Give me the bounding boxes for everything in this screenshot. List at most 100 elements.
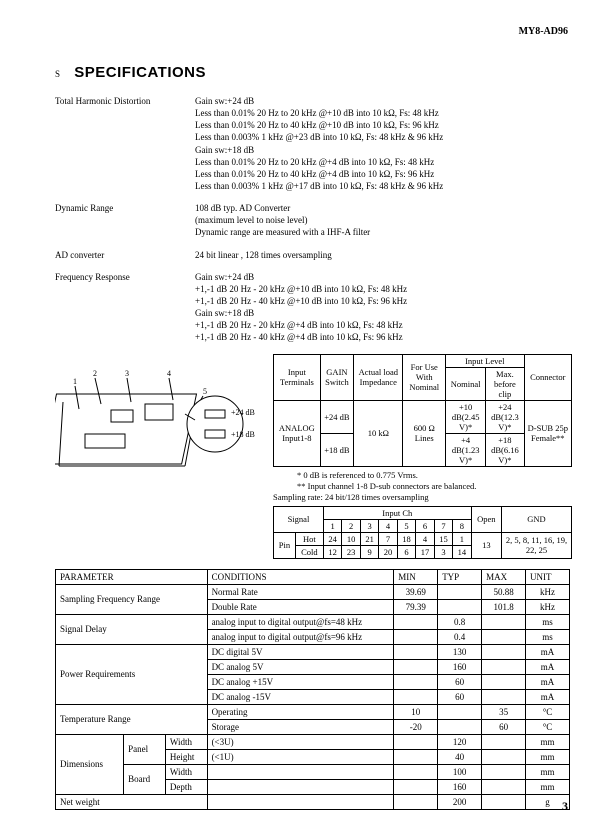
spec-line: Gain sw:+24 dB [195,95,572,107]
td [394,674,438,689]
td: 160 [438,659,482,674]
td: 1 [453,532,471,545]
spec-line: Less than 0.01% 20 Hz to 20 kHz @+4 dB i… [195,156,572,168]
td: 3 [360,519,378,532]
spec-label: AD converter [55,249,195,261]
td: 0.8 [438,614,482,629]
td: 40 [438,749,482,764]
spec-value: Gain sw:+24 dB +1,-1 dB 20 Hz - 20 kHz @… [195,271,572,344]
td [394,794,438,809]
td: mm [526,764,570,779]
th: TYP [438,569,482,584]
td: 7 [434,519,452,532]
td: 18 [397,532,415,545]
td [438,584,482,599]
td: 10 [394,704,438,719]
td [482,689,526,704]
td: +4 dB(1.23 V)* [446,433,486,466]
td: DC digital 5V [207,644,394,659]
td: 60 [482,719,526,734]
spec-line: +1,-1 dB 20 Hz - 40 kHz @+4 dB into 10 k… [195,331,572,343]
td: (<3U) [207,734,394,749]
svg-text:5: 5 [203,387,207,396]
section-title: SPECIFICATIONS [74,64,206,81]
td [482,614,526,629]
td: 10 kΩ [354,400,403,466]
th: Input Ch [323,506,471,519]
td: 12 [323,545,341,558]
td [482,674,526,689]
td: °C [526,719,570,734]
th: Input Level [446,354,525,367]
td: D-SUB 25p Female** [524,400,571,466]
td: ms [526,614,570,629]
td [438,719,482,734]
td: 200 [438,794,482,809]
td: +24 dB [320,400,353,433]
td: Operating [207,704,394,719]
td: 6 [397,545,415,558]
td: mA [526,644,570,659]
td: +18 dB(6.16 V)* [486,433,524,466]
td: 130 [438,644,482,659]
td: mm [526,749,570,764]
svg-text:3: 3 [125,369,129,378]
td: 20 [379,545,397,558]
td: kHz [526,599,570,614]
td: +10 dB(2.45 V)* [446,400,486,433]
td: 101.8 [482,599,526,614]
spec-line: +1,-1 dB 20 Hz - 20 kHz @+10 dB into 10 … [195,283,572,295]
td: 100 [438,764,482,779]
td: 60 [438,674,482,689]
th: GND [502,506,572,532]
spec-line: Gain sw:+18 dB [195,144,572,156]
td: 2, 5, 8, 11, 16, 19, 22, 25 [502,532,572,558]
td: 23 [342,545,360,558]
td: 600 Ω Lines [403,400,446,466]
td: ANALOG Input1-8 [274,400,321,466]
td: analog input to digital output@fs=48 kHz [207,614,394,629]
footnotes: * 0 dB is referenced to 0.775 Vrms. ** I… [273,470,572,503]
spec-dynamic: Dynamic Range 108 dB typ. AD Converter (… [55,202,572,238]
td: Board [124,764,166,794]
spec-line: +1,-1 dB 20 Hz - 20 kHz @+4 dB into 10 k… [195,319,572,331]
page-number: 3 [562,799,568,814]
pin-table: Signal Input Ch Open GND 1 2 3 4 5 6 7 8… [273,506,572,559]
th: MIN [394,569,438,584]
td: 0.4 [438,629,482,644]
spec-line: 108 dB typ. AD Converter [195,202,572,214]
td: +24 dB(12.3 V)* [486,400,524,433]
spec-line: Less than 0.01% 20 Hz to 20 kHz @+10 dB … [195,107,572,119]
td: 3 [434,545,452,558]
svg-text:1: 1 [73,377,77,386]
td: °C [526,704,570,719]
td: Normal Rate [207,584,394,599]
diagram-label-24: +24 dB [231,408,255,417]
td: 35 [482,704,526,719]
td: 4 [416,532,434,545]
spec-line: Less than 0.003% 1 kHz @+17 dB into 10 k… [195,180,572,192]
td [394,614,438,629]
td: 1 [323,519,341,532]
td: analog input to digital output@fs=96 kHz [207,629,394,644]
th: UNIT [526,569,570,584]
td: Panel [124,734,166,764]
th: For Use With Nominal [403,354,446,400]
parameter-table: PARAMETER CONDITIONS MIN TYP MAX UNIT Sa… [55,569,570,810]
td [394,689,438,704]
footnote: Sampling rate: 24 bit/128 times oversamp… [273,492,572,503]
td: 8 [453,519,471,532]
diagram-label-18: +18 dB [231,430,255,439]
th: GAIN Switch [320,354,353,400]
th: Signal [274,506,324,532]
td: 13 [471,532,501,558]
input-level-table: Input Terminals GAIN Switch Actual load … [273,354,572,467]
spec-line: (maximum level to noise level) [195,214,572,226]
spec-value: 108 dB typ. AD Converter (maximum level … [195,202,572,238]
spec-value: 24 bit linear , 128 times oversampling [195,249,572,261]
td: 21 [360,532,378,545]
spec-line: Less than 0.01% 20 Hz to 40 kHz @+10 dB … [195,119,572,131]
th: Max. before clip [486,367,524,400]
spec-freq: Frequency Response Gain sw:+24 dB +1,-1 … [55,271,572,344]
td [482,629,526,644]
